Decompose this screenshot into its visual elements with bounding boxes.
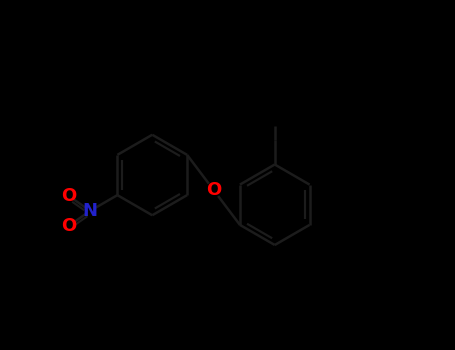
Text: O: O: [61, 217, 76, 235]
Text: O: O: [206, 181, 221, 199]
Text: N: N: [83, 202, 98, 220]
Text: O: O: [61, 187, 76, 205]
